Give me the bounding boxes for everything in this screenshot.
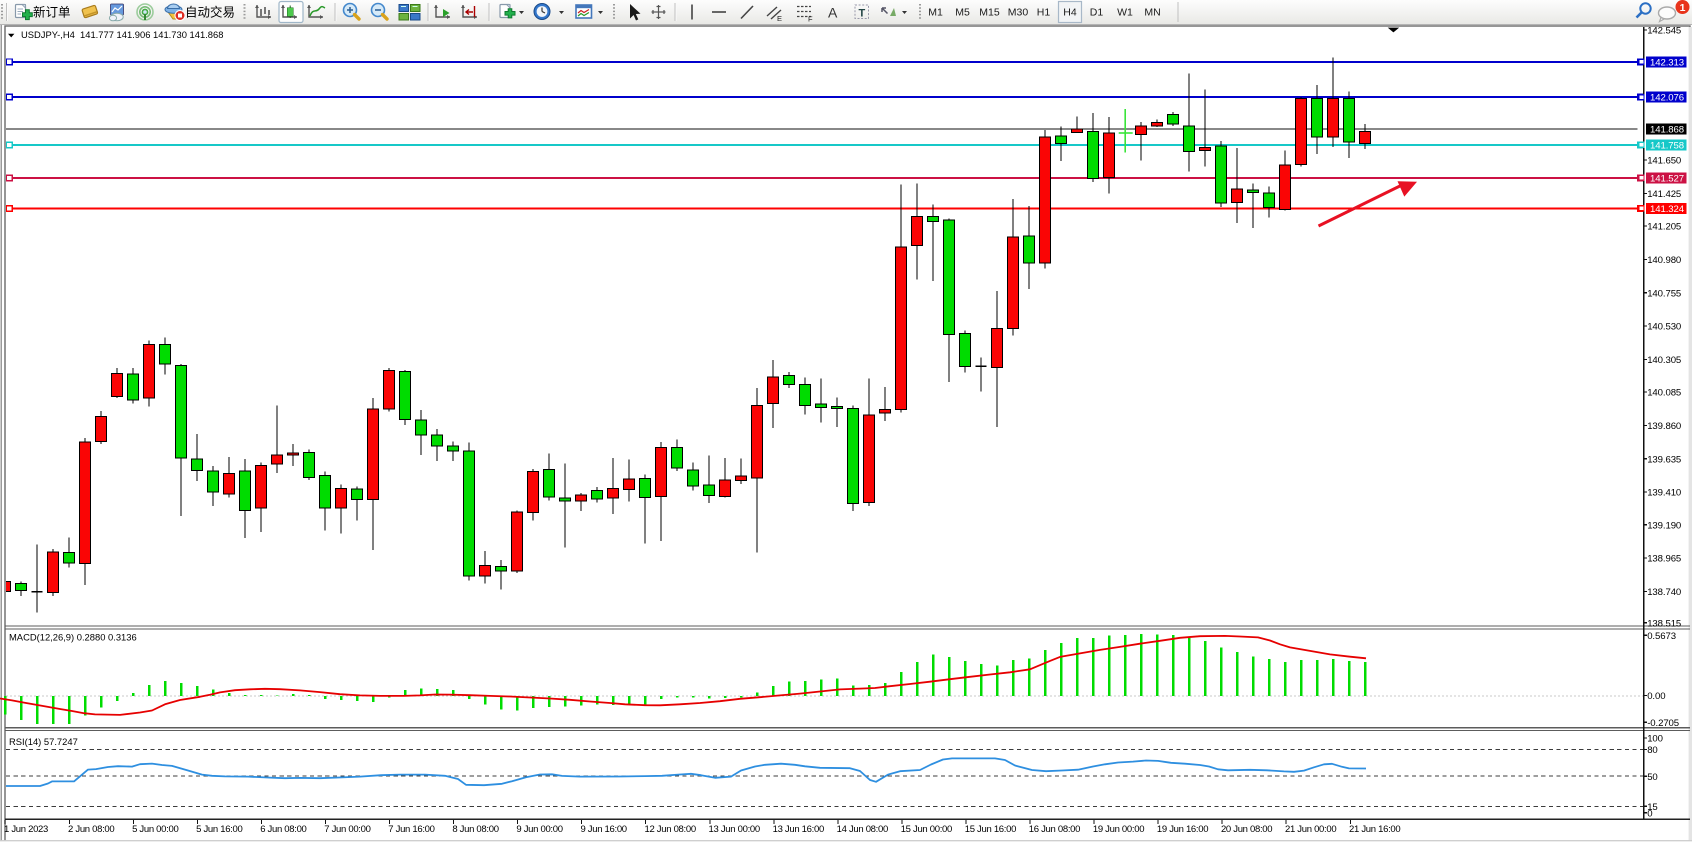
svg-text:M1: M1 [928, 7, 943, 19]
svg-text:140.305: 140.305 [1647, 355, 1681, 366]
svg-text:H4: H4 [1063, 7, 1077, 19]
svg-text:141.650: 141.650 [1647, 156, 1681, 167]
svg-text:新订单: 新订单 [33, 5, 71, 20]
svg-text:138.740: 138.740 [1647, 587, 1681, 598]
svg-text:141.205: 141.205 [1647, 222, 1681, 233]
svg-text:142.313: 142.313 [1650, 57, 1684, 68]
svg-text:7 Jun 16:00: 7 Jun 16:00 [388, 824, 434, 835]
svg-text:15 Jun 00:00: 15 Jun 00:00 [901, 824, 952, 835]
svg-text:15 Jun 16:00: 15 Jun 16:00 [965, 824, 1016, 835]
svg-text:9 Jun 16:00: 9 Jun 16:00 [580, 824, 626, 835]
svg-text:1: 1 [1680, 2, 1686, 14]
svg-text:8 Jun 08:00: 8 Jun 08:00 [452, 824, 498, 835]
svg-text:7 Jun 00:00: 7 Jun 00:00 [324, 824, 370, 835]
svg-text:139.635: 139.635 [1647, 454, 1681, 465]
svg-text:9 Jun 00:00: 9 Jun 00:00 [516, 824, 562, 835]
svg-text:19 Jun 16:00: 19 Jun 16:00 [1157, 824, 1208, 835]
svg-text:M5: M5 [955, 7, 970, 19]
svg-text:142.076: 142.076 [1650, 93, 1684, 104]
svg-text:USDJPY-,H4 141.777 141.906 14: USDJPY-,H4 141.777 141.906 141.730 141.8… [21, 29, 223, 40]
svg-text:2 Jun 08:00: 2 Jun 08:00 [68, 824, 114, 835]
svg-text:80: 80 [1647, 745, 1657, 756]
svg-text:19 Jun 00:00: 19 Jun 00:00 [1093, 824, 1144, 835]
svg-text:1 Jun 2023: 1 Jun 2023 [4, 824, 48, 835]
svg-text:MN: MN [1144, 7, 1160, 19]
svg-text:20 Jun 08:00: 20 Jun 08:00 [1221, 824, 1272, 835]
svg-text:140.530: 140.530 [1647, 322, 1681, 333]
svg-text:5 Jun 00:00: 5 Jun 00:00 [132, 824, 178, 835]
svg-text:6 Jun 08:00: 6 Jun 08:00 [260, 824, 306, 835]
svg-text:141.425: 141.425 [1647, 189, 1681, 200]
svg-text:16 Jun 08:00: 16 Jun 08:00 [1029, 824, 1080, 835]
svg-text:自动交易: 自动交易 [185, 5, 235, 20]
svg-text:138.515: 138.515 [1647, 618, 1681, 629]
svg-text:100: 100 [1647, 734, 1663, 745]
svg-text:141.868: 141.868 [1650, 125, 1684, 136]
svg-text:12 Jun 08:00: 12 Jun 08:00 [645, 824, 696, 835]
svg-text:E: E [777, 14, 782, 23]
svg-text:-0.2705: -0.2705 [1647, 718, 1679, 729]
svg-text:141.324: 141.324 [1650, 204, 1685, 215]
svg-text:0.5673: 0.5673 [1647, 631, 1676, 642]
svg-text:M30: M30 [1008, 7, 1029, 19]
svg-text:139.190: 139.190 [1647, 520, 1681, 531]
svg-text:13 Jun 00:00: 13 Jun 00:00 [709, 824, 760, 835]
svg-text:15: 15 [1647, 802, 1657, 813]
svg-text:MACD(12,26,9) 0.2880 0.3136: MACD(12,26,9) 0.2880 0.3136 [9, 632, 137, 643]
svg-text:140.980: 140.980 [1647, 255, 1681, 266]
svg-text:140.085: 140.085 [1647, 388, 1681, 399]
svg-text:21 Jun 16:00: 21 Jun 16:00 [1349, 824, 1400, 835]
svg-text:F: F [808, 15, 813, 24]
svg-text:50: 50 [1647, 772, 1657, 783]
svg-text:138.965: 138.965 [1647, 554, 1681, 565]
svg-text:141.758: 141.758 [1650, 141, 1684, 152]
svg-text:5 Jun 16:00: 5 Jun 16:00 [196, 824, 242, 835]
svg-text:0: 0 [1647, 808, 1652, 819]
svg-text:13 Jun 16:00: 13 Jun 16:00 [773, 824, 824, 835]
svg-text:142.545: 142.545 [1647, 26, 1681, 37]
svg-text:W1: W1 [1117, 7, 1133, 19]
svg-text:D1: D1 [1090, 7, 1104, 19]
svg-text:RSI(14) 57.7247: RSI(14) 57.7247 [9, 736, 78, 747]
svg-text:14 Jun 08:00: 14 Jun 08:00 [837, 824, 888, 835]
svg-text:A: A [828, 5, 838, 21]
svg-text:139.410: 139.410 [1647, 488, 1681, 499]
svg-text:141.527: 141.527 [1650, 174, 1684, 185]
svg-text:M15: M15 [979, 7, 1000, 19]
svg-text:139.860: 139.860 [1647, 421, 1681, 432]
svg-text:H1: H1 [1037, 7, 1051, 19]
svg-text:21 Jun 00:00: 21 Jun 00:00 [1285, 824, 1336, 835]
svg-text:0.00: 0.00 [1647, 691, 1665, 702]
svg-text:140.755: 140.755 [1647, 288, 1681, 299]
svg-text:T: T [859, 8, 866, 20]
